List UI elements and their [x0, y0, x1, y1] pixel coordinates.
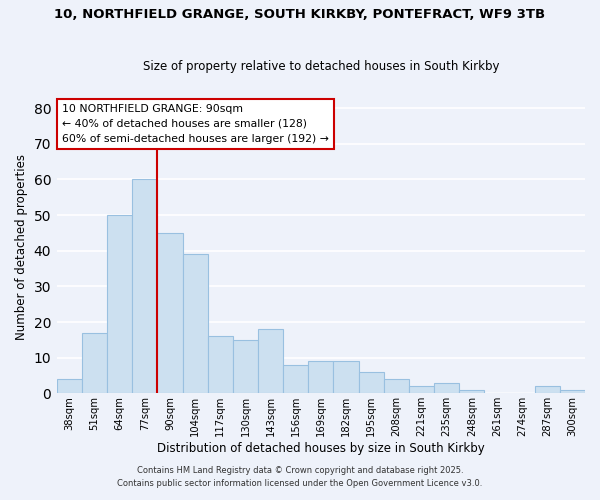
- Bar: [208, 336, 233, 394]
- Bar: [334, 361, 359, 394]
- Bar: [233, 340, 258, 394]
- Bar: [535, 386, 560, 394]
- Bar: [132, 180, 157, 394]
- Title: Size of property relative to detached houses in South Kirkby: Size of property relative to detached ho…: [143, 60, 499, 74]
- Text: 10, NORTHFIELD GRANGE, SOUTH KIRKBY, PONTEFRACT, WF9 3TB: 10, NORTHFIELD GRANGE, SOUTH KIRKBY, PON…: [55, 8, 545, 20]
- Bar: [308, 361, 334, 394]
- Bar: [434, 382, 459, 394]
- Bar: [157, 233, 182, 394]
- Bar: [283, 365, 308, 394]
- Bar: [459, 390, 484, 394]
- Text: 10 NORTHFIELD GRANGE: 90sqm
← 40% of detached houses are smaller (128)
60% of se: 10 NORTHFIELD GRANGE: 90sqm ← 40% of det…: [62, 104, 329, 144]
- Text: Contains HM Land Registry data © Crown copyright and database right 2025.
Contai: Contains HM Land Registry data © Crown c…: [118, 466, 482, 487]
- Bar: [560, 390, 585, 394]
- Bar: [57, 379, 82, 394]
- Bar: [409, 386, 434, 394]
- Bar: [107, 215, 132, 394]
- X-axis label: Distribution of detached houses by size in South Kirkby: Distribution of detached houses by size …: [157, 442, 485, 455]
- Bar: [384, 379, 409, 394]
- Bar: [359, 372, 384, 394]
- Y-axis label: Number of detached properties: Number of detached properties: [15, 154, 28, 340]
- Bar: [82, 332, 107, 394]
- Bar: [258, 329, 283, 394]
- Bar: [182, 254, 208, 394]
